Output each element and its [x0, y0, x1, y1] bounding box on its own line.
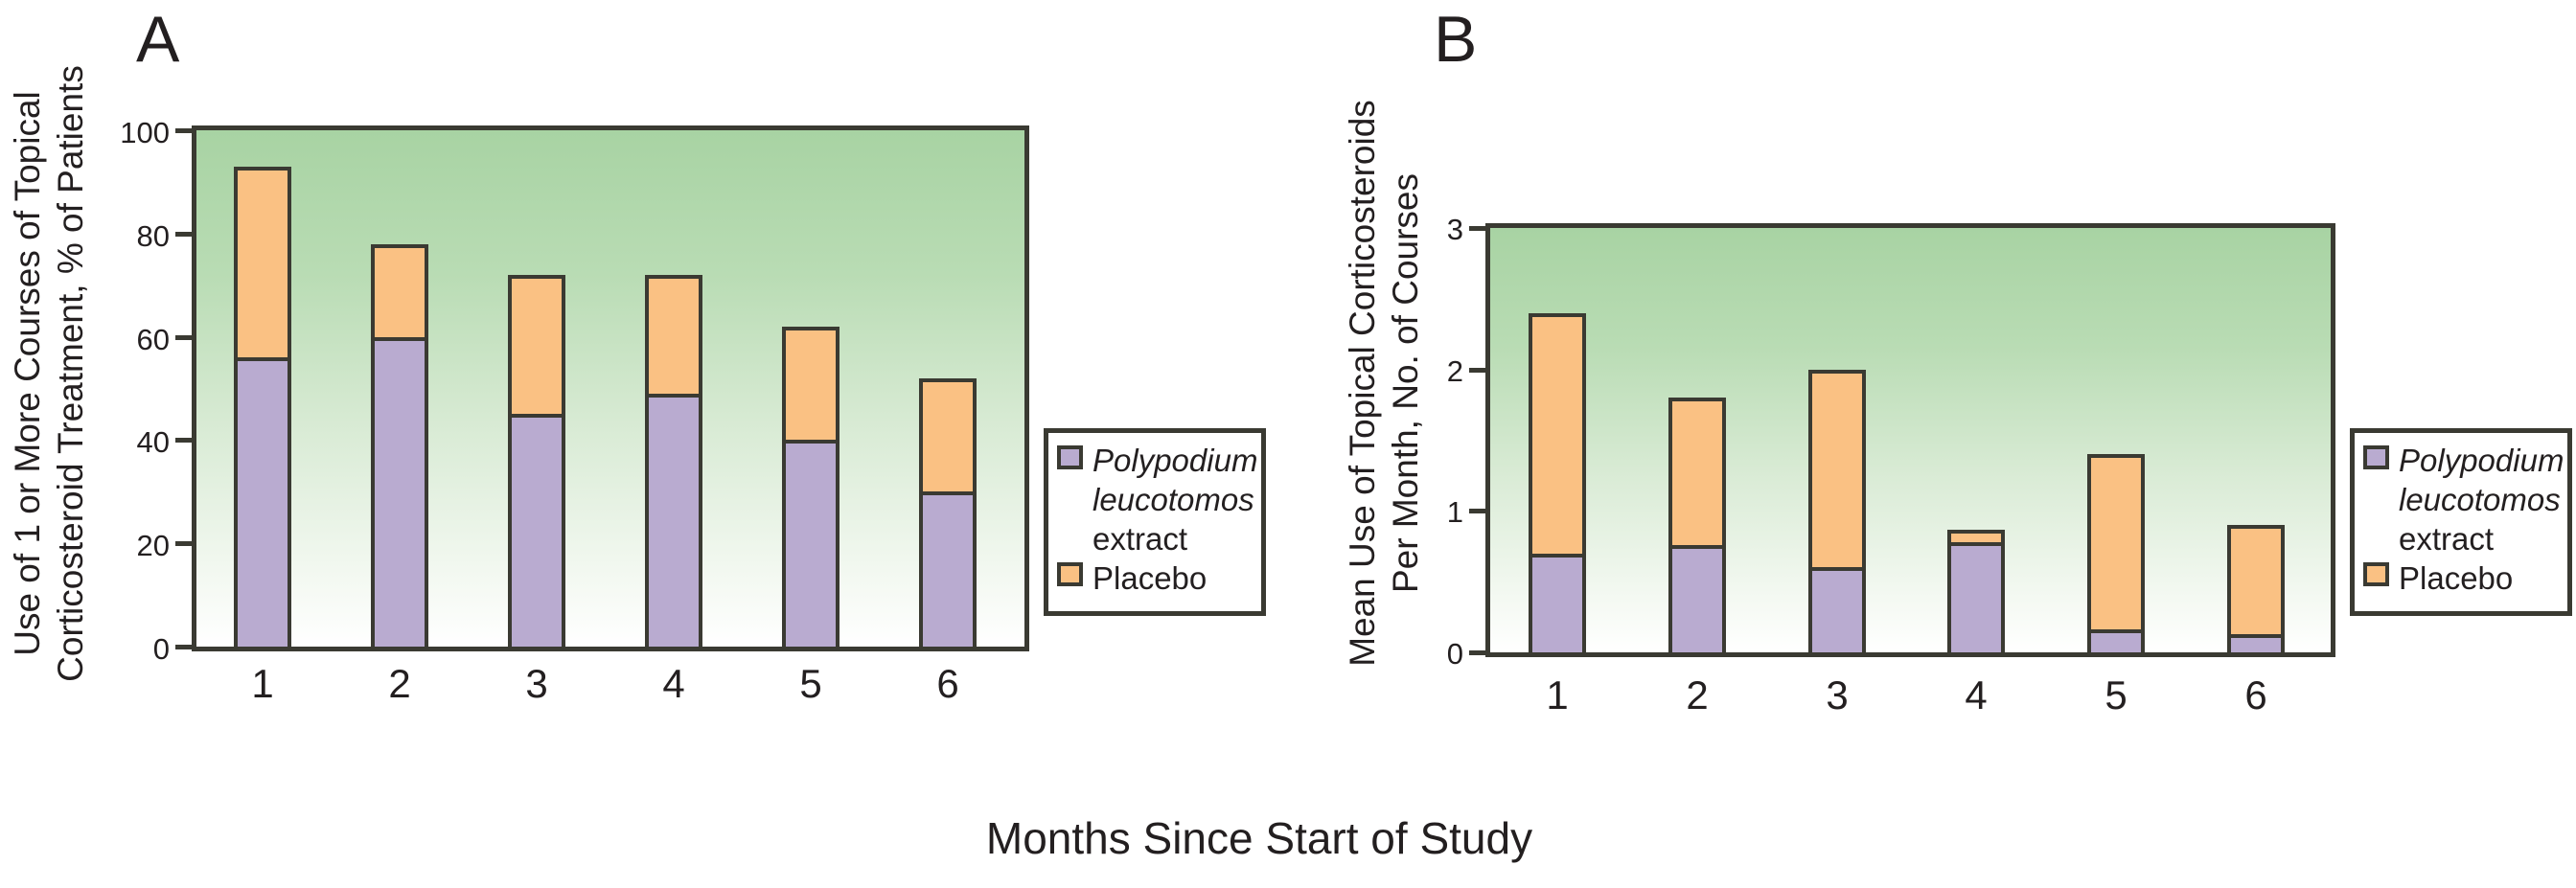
- y-tick-panelA-80: [175, 232, 192, 237]
- y-tick-panelB-2: [1469, 368, 1485, 373]
- y-tick-label-panelA-0: 0: [152, 632, 170, 666]
- panel-b-plot-area: [1485, 223, 2335, 657]
- placebo-legend-swatch: [2363, 562, 2389, 586]
- legend-extract-line3: extract: [1092, 521, 1188, 557]
- extract-legend-swatch: [1057, 445, 1083, 469]
- bar-placebo-panelB-month-4: [1947, 530, 2005, 542]
- bar-placebo-panelA-month-1: [234, 167, 291, 357]
- panel-a-letter: A: [136, 3, 180, 76]
- bar-extract-panelB-month-3: [1808, 567, 1866, 652]
- bar-extract-panelB-month-1: [1529, 554, 1586, 652]
- y-tick-panelA-100: [175, 128, 192, 133]
- legend-extract-line1: Polypodium: [2399, 443, 2564, 478]
- y-tick-panelB-1: [1469, 509, 1485, 513]
- y-tick-label-panelB-0: 0: [1446, 637, 1463, 671]
- y-tick-label-panelA-60: 60: [136, 323, 170, 356]
- bar-extract-panelB-month-6: [2227, 634, 2285, 652]
- bar-placebo-panelA-month-2: [371, 244, 428, 337]
- bar-extract-panelA-month-5: [782, 440, 840, 647]
- bar-extract-panelA-month-6: [919, 491, 977, 647]
- y-tick-panelA-20: [175, 541, 192, 546]
- y-tick-label-panelB-1: 1: [1446, 495, 1463, 529]
- x-tick-label-panelB-3: 3: [1826, 672, 1849, 717]
- x-tick-label-panelB-2: 2: [1686, 672, 1709, 717]
- x-tick-label-panelA-1: 1: [251, 661, 274, 706]
- y-tick-label-panelA-20: 20: [136, 529, 170, 562]
- x-axis-title: Months Since Start of Study: [985, 813, 1533, 863]
- bar-extract-panelA-month-2: [371, 337, 428, 647]
- x-tick-label-panelA-6: 6: [936, 661, 959, 706]
- bar-extract-panelB-month-4: [1947, 542, 2005, 652]
- y-tick-label-panelA-100: 100: [120, 116, 170, 149]
- bar-placebo-panelB-month-6: [2227, 525, 2285, 634]
- bar-extract-panelA-month-1: [234, 357, 291, 647]
- legend-placebo-label: Placebo: [2399, 560, 2514, 596]
- bar-placebo-panelA-month-3: [508, 275, 565, 414]
- panel-b-legend: Polypodium leucotomos extract Placebo: [2350, 428, 2572, 616]
- panel-a-plot-area: [192, 125, 1029, 651]
- bar-placebo-panelB-month-3: [1808, 370, 1866, 567]
- bar-placebo-panelA-month-6: [919, 378, 977, 491]
- legend-extract-line3: extract: [2399, 521, 2495, 557]
- panel-a-y-axis-label-line1: Use of 1 or More Courses of Topical: [8, 91, 47, 656]
- y-tick-panelA-0: [175, 645, 192, 649]
- y-tick-panelA-60: [175, 335, 192, 340]
- panel-b-letter: B: [1434, 3, 1478, 76]
- x-tick-label-panelA-3: 3: [525, 661, 548, 706]
- bar-extract-panelA-month-4: [645, 394, 702, 647]
- x-tick-label-panelB-5: 5: [2104, 672, 2128, 717]
- bar-placebo-panelB-month-5: [2087, 454, 2145, 629]
- y-tick-label-panelB-2: 2: [1446, 354, 1463, 388]
- panel-a-y-axis-label: Use of 1 or More Courses of Topical Cort…: [6, 29, 94, 718]
- extract-legend-swatch: [2363, 445, 2389, 469]
- legend-extract-line2: leucotomos: [2399, 482, 2561, 517]
- bar-placebo-panelA-month-5: [782, 327, 840, 440]
- bar-extract-panelB-month-5: [2087, 629, 2145, 652]
- legend-placebo-label: Placebo: [1092, 560, 1208, 596]
- legend-extract-line2: leucotomos: [1092, 482, 1254, 517]
- bar-placebo-panelA-month-4: [645, 275, 702, 394]
- x-tick-label-panelB-1: 1: [1546, 672, 1569, 717]
- x-tick-label-panelA-5: 5: [799, 661, 822, 706]
- y-tick-panelB-0: [1469, 650, 1485, 655]
- bar-placebo-panelB-month-1: [1529, 313, 1586, 554]
- x-tick-label-panelA-2: 2: [388, 661, 411, 706]
- y-tick-panelB-3: [1469, 226, 1485, 231]
- x-tick-label-panelA-4: 4: [662, 661, 685, 706]
- y-tick-panelA-40: [175, 438, 192, 443]
- legend-extract-line1: Polypodium: [1092, 443, 1258, 478]
- x-tick-label-panelB-4: 4: [1965, 672, 1988, 717]
- bar-placebo-panelB-month-2: [1668, 398, 1726, 545]
- placebo-legend-swatch: [1057, 562, 1083, 586]
- y-tick-label-panelA-80: 80: [136, 219, 170, 253]
- bar-extract-panelB-month-2: [1668, 545, 1726, 652]
- x-tick-label-panelB-6: 6: [2244, 672, 2267, 717]
- y-tick-label-panelA-40: 40: [136, 425, 170, 459]
- panel-a-legend: Polypodium leucotomos extract Placebo: [1044, 428, 1266, 616]
- y-tick-label-panelB-3: 3: [1446, 213, 1463, 246]
- bar-extract-panelA-month-3: [508, 414, 565, 647]
